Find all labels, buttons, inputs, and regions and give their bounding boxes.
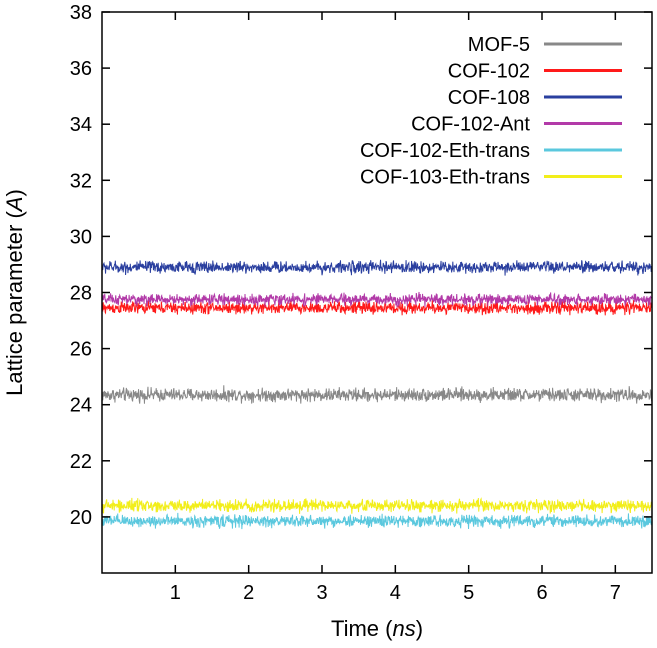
y-tick-label: 30 xyxy=(70,226,92,248)
legend-item: COF-103-Eth-trans xyxy=(360,167,622,189)
legend-item: COF-108 xyxy=(448,87,622,109)
y-axis-label: Lattice parameter (A) xyxy=(2,189,27,396)
x-tick-label: 6 xyxy=(536,582,547,604)
y-tick-label: 38 xyxy=(70,2,92,24)
series-layer xyxy=(102,259,652,530)
legend-item: COF-102-Ant xyxy=(411,114,622,136)
series-line-mof-5 xyxy=(102,385,652,404)
legend-item: COF-102-Eth-trans xyxy=(360,140,622,162)
series-line-cof-103-eth-trans xyxy=(102,497,652,514)
legend: MOF-5 COF-102 COF-108 COF-102-Ant COF-102-Et… xyxy=(360,34,622,189)
x-tick-label: 4 xyxy=(390,582,401,604)
y-tick-label: 20 xyxy=(70,507,92,529)
legend-label: COF-102 xyxy=(448,61,530,83)
legend-label: COF-102-Ant xyxy=(411,114,530,136)
y-tick-label: 24 xyxy=(70,395,92,417)
y-tick-label: 34 xyxy=(70,114,92,136)
legend-label: COF-102-Eth-trans xyxy=(360,140,530,162)
y-tick-label: 26 xyxy=(70,339,92,361)
legend-label: MOF-5 xyxy=(468,34,530,56)
legend-label: COF-103-Eth-trans xyxy=(360,167,530,189)
x-tick-label: 1 xyxy=(170,582,181,604)
axis-labels: Time (ns) Lattice parameter (A) xyxy=(2,189,423,641)
series-line-cof-102-eth-trans xyxy=(102,512,652,530)
y-tick-label: 22 xyxy=(70,451,92,473)
y-tick-label: 28 xyxy=(70,283,92,305)
legend-item: COF-102 xyxy=(448,61,622,83)
x-tick-label: 2 xyxy=(243,582,254,604)
y-tick-label: 36 xyxy=(70,58,92,80)
x-tick-label: 5 xyxy=(463,582,474,604)
series-line-cof-102 xyxy=(102,300,652,316)
series-line-cof-102-ant xyxy=(102,291,652,308)
legend-label: COF-108 xyxy=(448,87,530,109)
series-line-cof-108 xyxy=(102,259,652,276)
x-axis-label: Time (ns) xyxy=(331,616,423,641)
x-tick-label: 7 xyxy=(610,582,621,604)
legend-item: MOF-5 xyxy=(468,34,622,56)
x-tick-label: 3 xyxy=(316,582,327,604)
y-tick-label: 32 xyxy=(70,170,92,192)
